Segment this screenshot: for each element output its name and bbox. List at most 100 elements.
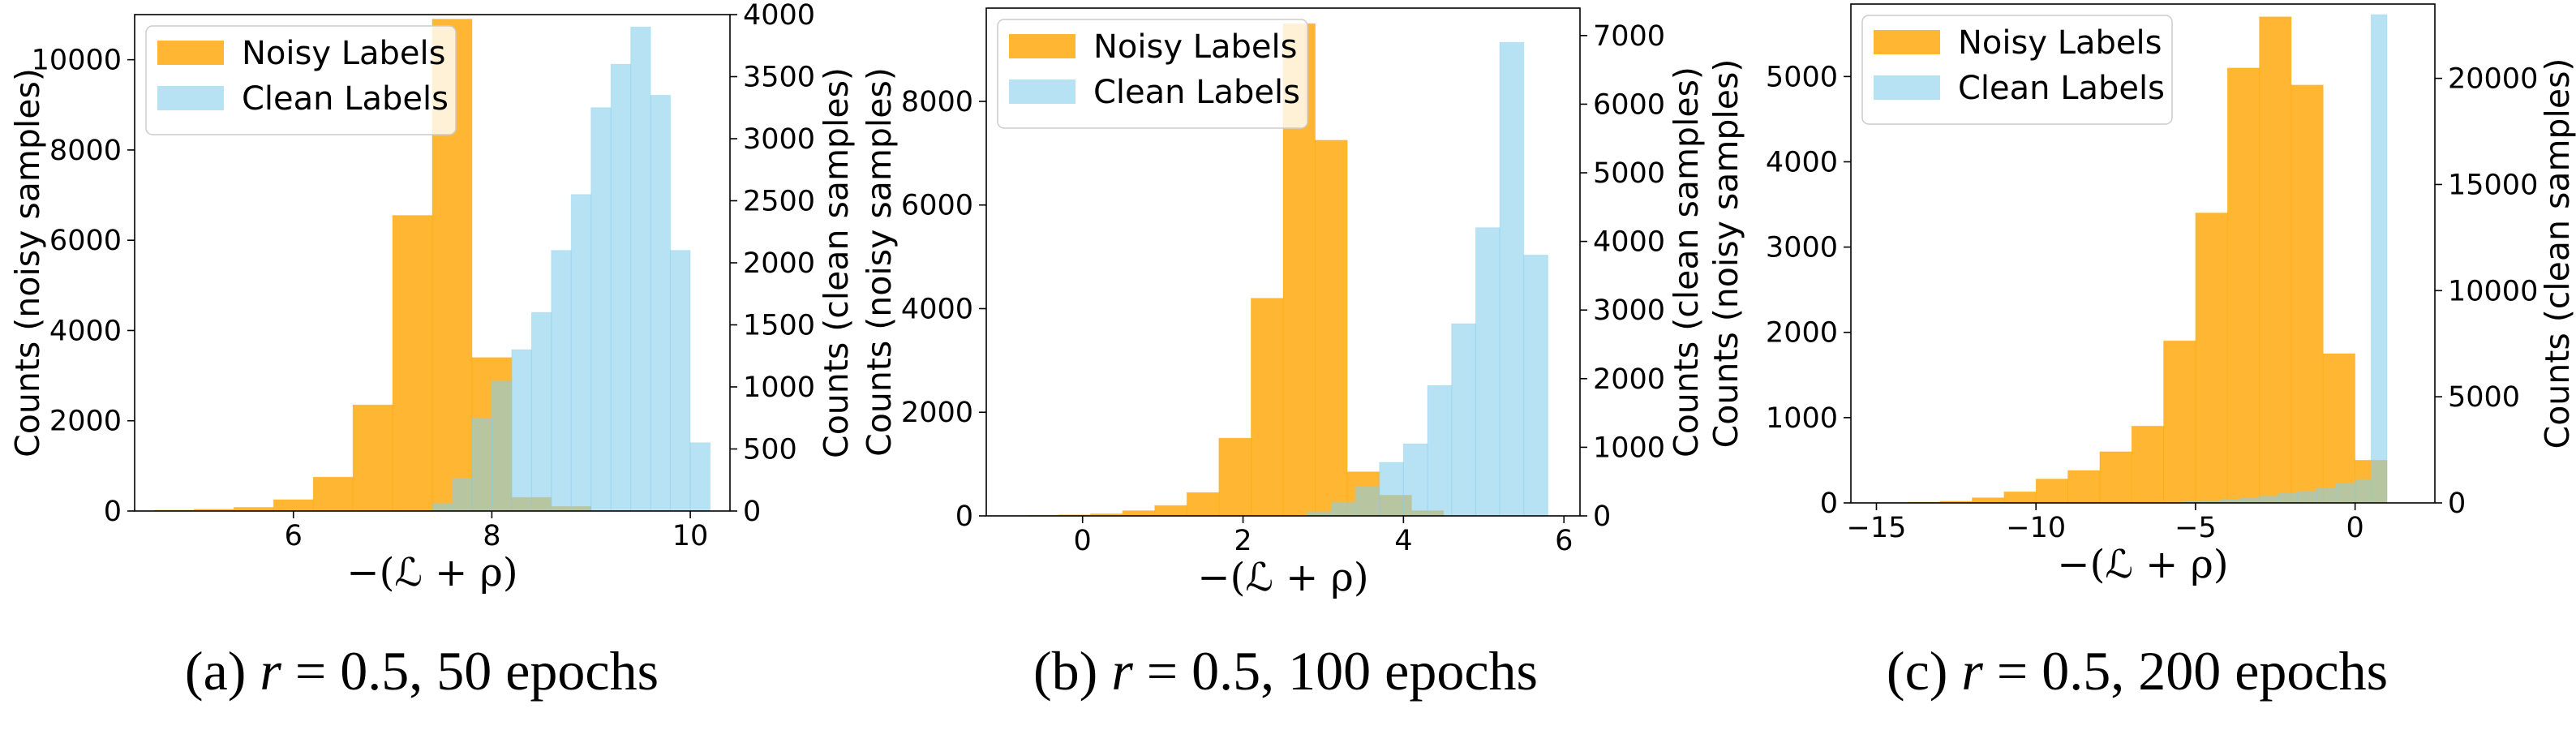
legend: Noisy Labels Clean Labels xyxy=(997,19,1308,129)
caption-prefix: (a) xyxy=(185,640,260,702)
x-tick-label: 0 xyxy=(1074,525,1092,557)
y-right-tick-label: 3000 xyxy=(743,123,815,156)
noisy-bar xyxy=(1939,500,1973,503)
noisy-bar xyxy=(2067,470,2101,503)
noisy-bar xyxy=(1218,437,1252,516)
caption-prefix: (c) xyxy=(1887,640,1961,702)
x-tick-label: 6 xyxy=(285,520,303,552)
noisy-bar xyxy=(1972,497,2005,503)
y-right-tick-label: 3000 xyxy=(1593,294,1665,327)
y-right-axis-label: Counts (clean samples) xyxy=(1667,67,1706,457)
x-tick-label: 10 xyxy=(672,520,709,552)
noisy-bar xyxy=(2259,16,2292,503)
clean-bar xyxy=(630,26,651,511)
y-left-tick-label: 2000 xyxy=(901,397,973,429)
clean-bar xyxy=(2201,500,2222,503)
y-right-tick-label: 1000 xyxy=(743,372,815,404)
clean-bar xyxy=(1475,227,1501,516)
caption: (c) r = 0.5, 200 epochs xyxy=(1887,640,2388,702)
chart-panel-3: −15 −10 −5 0 0 1000 2000 3000 4000 5000 0 5000 10000… xyxy=(1707,3,2576,702)
x-axis-label: −(ℒ + ρ) xyxy=(346,550,517,595)
legend-noisy-swatch xyxy=(1009,34,1075,58)
noisy-bar xyxy=(2322,353,2356,503)
noisy-bar xyxy=(352,404,393,511)
legend: Noisy Labels Clean Labels xyxy=(1861,15,2173,125)
x-tick-label: 8 xyxy=(483,520,500,552)
clean-bar xyxy=(1379,462,1404,516)
clean-bar xyxy=(1330,501,1356,516)
clean-bar xyxy=(650,94,672,511)
legend-clean-label: Clean Labels xyxy=(1958,70,2165,107)
legend-clean-swatch xyxy=(157,86,224,110)
y-left-tick-label: 4000 xyxy=(49,315,122,347)
clean-bar xyxy=(689,442,711,511)
y-left-axis-label: Counts (noisy samples) xyxy=(8,68,47,457)
clean-bar xyxy=(1355,486,1380,516)
x-axis-label: −(ℒ + ρ) xyxy=(2057,542,2228,587)
legend-noisy-label: Noisy Labels xyxy=(1093,28,1297,66)
legend-noisy-swatch xyxy=(157,41,224,65)
caption-text: = 0.5, 100 epochs xyxy=(1133,640,1538,702)
noisy-bar xyxy=(1186,492,1220,516)
clean-bar xyxy=(2370,14,2388,503)
y-right-tick-label: 7000 xyxy=(1593,20,1665,53)
legend-noisy-label: Noisy Labels xyxy=(1958,24,2162,62)
y-left-tick-label: 8000 xyxy=(901,86,973,118)
x-tick-label: 2 xyxy=(1234,525,1252,557)
y-left-tick-label: 2000 xyxy=(49,406,122,438)
noisy-bar xyxy=(1315,140,1348,516)
clean-series xyxy=(1307,41,1548,516)
y-left-tick-label: 6000 xyxy=(901,190,973,222)
y-left-tick-label: 1000 xyxy=(1766,402,1838,435)
y-left-tick-label: 3000 xyxy=(1766,232,1838,264)
noisy-bar xyxy=(2226,67,2260,503)
clean-bar xyxy=(1523,255,1548,516)
noisy-bar xyxy=(2163,340,2196,503)
y-right-tick-label: 4000 xyxy=(1593,226,1665,259)
y-right-tick-label: 5000 xyxy=(2448,381,2520,414)
clean-bar xyxy=(2335,483,2356,503)
clean-bar xyxy=(2239,496,2260,503)
noisy-bar xyxy=(312,476,354,511)
clean-bar xyxy=(1499,41,1525,516)
axes-frame xyxy=(985,7,1581,517)
noisy-bar xyxy=(1250,298,1284,516)
y-right-tick-label: 5000 xyxy=(1593,157,1665,190)
caption-variable: r xyxy=(1111,640,1133,702)
noisy-bar xyxy=(2290,84,2324,503)
y-right-tick-label: 0 xyxy=(1593,500,1611,533)
caption-text: = 0.5, 50 epochs xyxy=(281,640,659,702)
noisy-series xyxy=(1025,23,1445,516)
caption-prefix: (b) xyxy=(1033,640,1111,702)
clean-bar xyxy=(471,417,492,511)
noisy-bar xyxy=(2003,491,2037,503)
y-right-tick-label: 15000 xyxy=(2448,169,2538,201)
x-tick-label: −5 xyxy=(2175,512,2217,544)
caption-variable: r xyxy=(260,640,281,702)
y-right-tick-label: 10000 xyxy=(2448,275,2538,307)
caption: (a) r = 0.5, 50 epochs xyxy=(185,640,659,702)
noisy-bar xyxy=(273,499,314,511)
legend-noisy-label: Noisy Labels xyxy=(242,35,445,72)
clean-bar xyxy=(2278,492,2299,503)
y-left-tick-label: 2000 xyxy=(1766,317,1838,350)
y-left-tick-label: 4000 xyxy=(1766,146,1838,178)
clean-bar xyxy=(2355,479,2372,503)
axes-frame xyxy=(1850,3,2436,504)
caption-variable: r xyxy=(1961,640,1983,702)
y-right-tick-label: 4000 xyxy=(743,0,815,32)
y-left-tick-label: 8000 xyxy=(49,135,122,167)
clean-bar xyxy=(431,503,453,511)
legend-noisy-swatch xyxy=(1874,30,1940,54)
noisy-bar xyxy=(392,215,433,511)
y-right-tick-label: 0 xyxy=(743,496,761,528)
y-right-tick-label: 3500 xyxy=(743,62,815,94)
y-right-axis-label: Counts (clean samples) xyxy=(2538,58,2576,449)
legend-clean-label: Clean Labels xyxy=(1093,74,1300,111)
y-right-tick-label: 0 xyxy=(2448,487,2466,520)
y-right-tick-label: 2000 xyxy=(743,247,815,280)
noisy-bar xyxy=(2131,425,2165,503)
legend-clean-swatch xyxy=(1874,75,1940,100)
clean-bar xyxy=(451,478,473,511)
y-left-tick-label: 6000 xyxy=(49,225,122,257)
